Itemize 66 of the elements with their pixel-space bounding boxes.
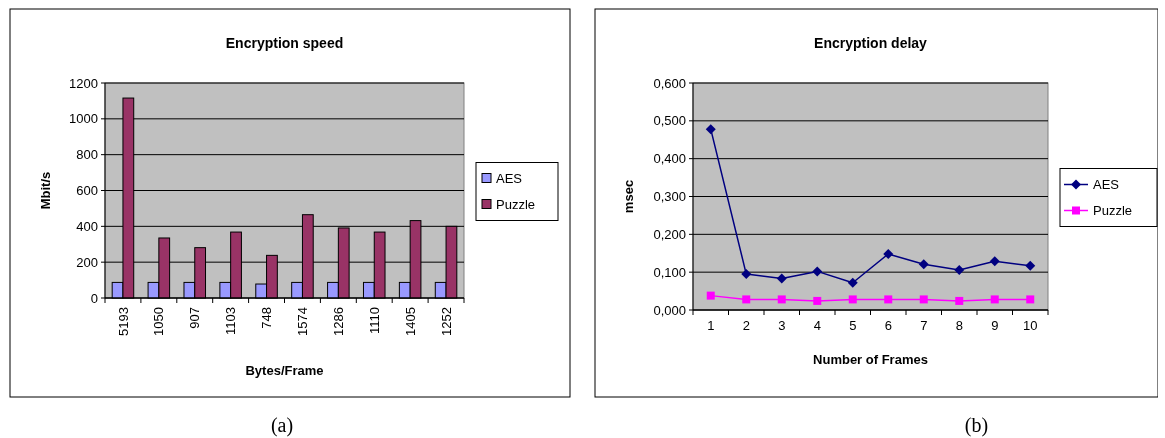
y-tick-label: 0,000 xyxy=(653,302,686,318)
x-tick-label: 5193 xyxy=(115,307,131,336)
y-tick-label: 0,100 xyxy=(653,264,686,280)
y-tick-label: 600 xyxy=(76,183,98,199)
point xyxy=(1026,295,1035,304)
chart-title: Encryption speed xyxy=(225,35,344,51)
legend-label: AES xyxy=(1093,177,1120,193)
x-tick-label: 3 xyxy=(778,318,786,333)
y-tick-label: 1200 xyxy=(69,75,98,91)
point xyxy=(705,124,716,135)
x-tick-label: 1 xyxy=(707,318,715,333)
point xyxy=(812,266,823,277)
x-axis-title: Bytes/Frame xyxy=(245,363,324,378)
text: (b) xyxy=(964,414,989,437)
x-tick-label: 748 xyxy=(259,307,275,329)
x-tick-label: 1286 xyxy=(330,307,346,336)
x-axis-title: Number of Frames xyxy=(813,352,928,367)
point xyxy=(776,273,787,284)
point xyxy=(742,295,751,304)
point xyxy=(1025,260,1036,271)
text: (a) xyxy=(270,414,294,437)
y-tick-label: 400 xyxy=(76,218,98,234)
x-tick-label: 2 xyxy=(742,318,750,333)
y-axis-title: msec xyxy=(621,179,636,214)
y-tick-label: 200 xyxy=(76,254,98,270)
x-tick-label: 9 xyxy=(991,318,999,333)
y-tick-label: 0,300 xyxy=(653,189,686,205)
point xyxy=(883,249,894,260)
point xyxy=(847,277,858,288)
point xyxy=(918,259,929,270)
point xyxy=(706,291,715,300)
legend-label: Puzzle xyxy=(496,197,536,213)
chart-title: Encryption delay xyxy=(814,35,928,51)
point xyxy=(777,295,786,304)
point xyxy=(813,296,822,305)
x-tick-label: 1405 xyxy=(402,307,418,336)
point xyxy=(955,296,964,305)
legend-label: AES xyxy=(496,171,523,187)
point xyxy=(989,256,1000,267)
x-tick-label: 907 xyxy=(187,307,203,329)
x-tick-label: 10 xyxy=(1023,318,1038,333)
point xyxy=(954,264,965,275)
legend-label: Puzzle xyxy=(1093,203,1133,219)
point xyxy=(990,295,999,304)
x-tick-label: 7 xyxy=(920,318,928,333)
y-tick-label: 1000 xyxy=(69,111,98,127)
x-tick-label: 1252 xyxy=(438,307,454,336)
x-tick-label: 1103 xyxy=(223,307,239,335)
point xyxy=(848,295,857,304)
x-tick-label: 5 xyxy=(849,318,857,333)
x-tick-label: 8 xyxy=(955,318,963,333)
y-tick-label: 0,500 xyxy=(653,113,686,129)
y-tick-label: 0,400 xyxy=(653,151,686,167)
x-tick-label: 1110 xyxy=(366,307,382,334)
point xyxy=(919,295,928,304)
y-axis-title: Mbit/s xyxy=(38,171,53,210)
y-tick-label: 0,600 xyxy=(653,75,686,91)
x-tick-label: 1574 xyxy=(295,307,310,336)
x-tick-label: 6 xyxy=(884,318,892,333)
y-tick-label: 0 xyxy=(90,290,98,306)
point xyxy=(884,295,893,304)
y-tick-label: 0,200 xyxy=(653,226,686,242)
x-tick-label: 1050 xyxy=(151,307,167,336)
x-tick-label: 4 xyxy=(813,318,821,333)
point xyxy=(741,269,752,280)
y-tick-label: 800 xyxy=(76,147,98,163)
